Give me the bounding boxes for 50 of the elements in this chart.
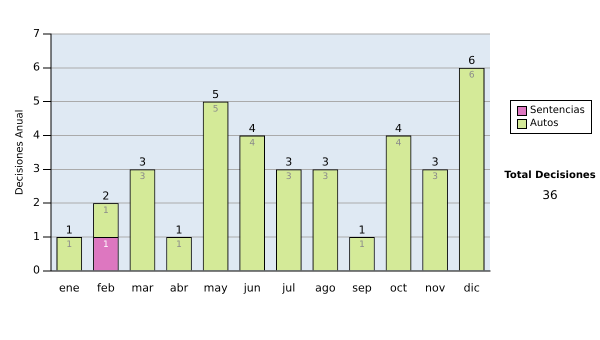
- total-label: 3: [285, 156, 292, 169]
- total-label: 2: [102, 190, 110, 202]
- data-label: 4: [249, 138, 256, 148]
- total-label: 4: [248, 122, 256, 135]
- y-tick-label: 7: [33, 26, 40, 40]
- text: Total Decisiones: [503, 170, 597, 181]
- y-tick-label: 5: [33, 94, 40, 108]
- total-label: 3: [138, 156, 146, 169]
- data-label: 3: [432, 172, 438, 182]
- legend-label: Sentencias: [530, 104, 585, 117]
- y-axis-title: Decisiones Anual: [14, 110, 26, 196]
- y-tick-label: 6: [33, 60, 40, 74]
- x-tick-label: ene: [59, 281, 80, 294]
- data-label: 4: [396, 138, 402, 148]
- data-label: 1: [176, 240, 182, 250]
- total-label: 3: [322, 156, 329, 169]
- x-tick-label: may: [204, 281, 228, 294]
- data-label: 5: [212, 104, 218, 114]
- total-label: 5: [212, 88, 220, 102]
- x-tick-label: feb: [97, 281, 115, 294]
- x-tick-label: abr: [170, 281, 189, 294]
- data-label: 1: [66, 240, 72, 250]
- total-label: 1: [176, 223, 183, 236]
- data-label: 3: [140, 172, 146, 182]
- y-tick-label: 4: [33, 128, 40, 142]
- total-label: 3: [432, 156, 439, 169]
- total-label: 1: [358, 223, 366, 236]
- data-label: 6: [468, 70, 475, 81]
- total-label: 4: [395, 122, 402, 135]
- legend-label: Autos: [530, 117, 558, 130]
- y-tick-label: 0: [33, 264, 40, 277]
- data-label: 1: [103, 240, 109, 250]
- data-label: 1: [103, 206, 109, 216]
- x-tick-label: jul: [281, 281, 296, 294]
- x-tick-label: dic: [464, 281, 480, 294]
- y-tick-label: 3: [33, 162, 40, 176]
- data-label: 3: [322, 172, 328, 182]
- x-tick-label: mar: [131, 281, 154, 294]
- y-tick-label: 1: [33, 230, 40, 243]
- data-label: 1: [359, 240, 365, 250]
- x-tick-label: oct: [390, 281, 408, 294]
- text: 36: [541, 188, 559, 202]
- total-label: 1: [66, 223, 73, 236]
- x-tick-label: sep: [352, 281, 372, 294]
- total-label: 6: [468, 54, 476, 68]
- data-label: 3: [286, 172, 292, 182]
- x-tick-label: nov: [425, 281, 446, 294]
- x-tick-label: ago: [315, 281, 336, 294]
- x-tick-label: jun: [242, 281, 261, 294]
- y-tick-label: 2: [33, 196, 40, 209]
